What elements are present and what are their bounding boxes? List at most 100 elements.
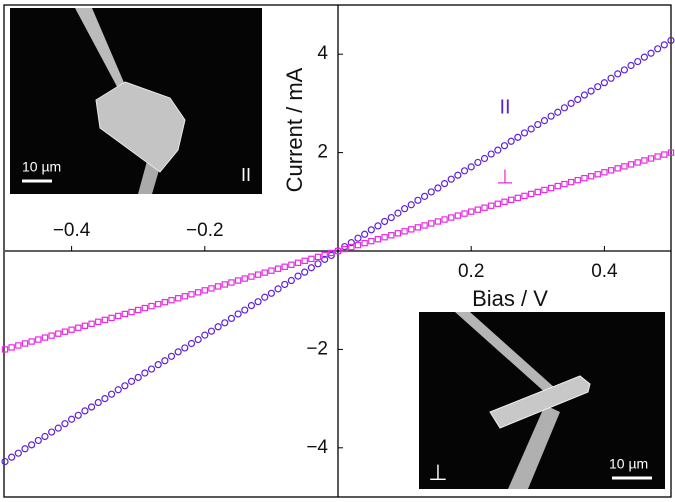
marker xyxy=(387,213,395,222)
marker xyxy=(261,293,269,301)
marker xyxy=(401,228,408,235)
marker xyxy=(167,352,176,360)
marker xyxy=(174,348,182,356)
marker xyxy=(281,263,288,270)
marker xyxy=(267,289,275,297)
marker xyxy=(480,154,489,163)
marker xyxy=(161,357,169,365)
marker xyxy=(374,235,382,243)
marker xyxy=(147,365,156,373)
scale-bar-label: 10 µm xyxy=(22,159,61,175)
marker xyxy=(547,184,555,192)
marker xyxy=(667,149,675,156)
marker xyxy=(294,259,302,267)
marker xyxy=(521,192,528,200)
marker xyxy=(241,275,248,282)
marker xyxy=(1,457,9,466)
marker xyxy=(314,253,322,261)
marker xyxy=(81,322,89,329)
x-axis-label: Bias / V xyxy=(472,286,548,311)
marker xyxy=(101,316,109,324)
marker xyxy=(348,243,355,251)
marker xyxy=(67,415,76,423)
marker xyxy=(194,289,202,296)
inset-parallel: 10 µm II xyxy=(10,8,262,194)
marker xyxy=(328,249,335,257)
marker xyxy=(580,91,589,99)
marker xyxy=(341,245,348,253)
x-tick-label: −0.4 xyxy=(53,220,91,241)
marker xyxy=(141,304,149,312)
marker xyxy=(634,159,641,166)
marker xyxy=(541,186,548,194)
marker xyxy=(440,179,449,188)
marker xyxy=(121,310,129,318)
marker xyxy=(468,208,475,215)
marker xyxy=(208,285,215,292)
marker xyxy=(194,335,202,344)
marker xyxy=(181,293,189,300)
marker xyxy=(321,251,328,259)
marker xyxy=(607,74,615,82)
marker xyxy=(448,214,455,221)
marker xyxy=(527,190,535,198)
marker xyxy=(408,226,415,233)
marker xyxy=(101,395,109,403)
marker xyxy=(661,151,668,158)
marker xyxy=(114,386,122,394)
y-tick-label: −2 xyxy=(306,338,328,359)
marker xyxy=(428,220,435,227)
marker xyxy=(35,336,42,343)
marker xyxy=(534,120,542,129)
marker xyxy=(368,237,375,245)
marker xyxy=(514,133,522,141)
marker xyxy=(141,369,149,377)
marker xyxy=(87,403,96,411)
marker xyxy=(361,239,368,247)
marker xyxy=(514,194,522,202)
marker xyxy=(28,338,35,345)
marker xyxy=(201,287,208,294)
marker xyxy=(221,281,228,288)
marker xyxy=(394,209,402,217)
marker xyxy=(560,104,569,112)
marker xyxy=(347,239,355,247)
marker xyxy=(134,373,142,382)
marker xyxy=(14,449,22,457)
marker xyxy=(567,178,575,186)
marker xyxy=(274,265,282,272)
marker xyxy=(228,279,235,286)
probe-needle xyxy=(508,405,560,489)
marker xyxy=(527,125,535,133)
marker xyxy=(640,53,648,61)
marker xyxy=(614,70,622,78)
crystal xyxy=(489,375,591,429)
marker xyxy=(188,291,195,298)
marker xyxy=(314,260,322,268)
marker xyxy=(554,108,562,116)
marker xyxy=(88,320,95,328)
y-tick-label: −4 xyxy=(306,437,328,458)
crystal xyxy=(95,81,186,173)
marker xyxy=(94,398,102,407)
marker xyxy=(181,344,189,352)
marker xyxy=(587,87,595,95)
marker xyxy=(660,41,668,49)
marker xyxy=(447,175,455,183)
y-axis-label: Current / mA xyxy=(282,67,307,192)
marker xyxy=(15,342,22,349)
marker xyxy=(361,230,369,238)
marker xyxy=(594,171,601,178)
marker xyxy=(407,201,415,209)
marker xyxy=(75,324,82,331)
marker xyxy=(354,241,362,249)
marker xyxy=(454,171,462,179)
marker xyxy=(115,312,122,320)
marker xyxy=(274,285,282,293)
marker xyxy=(287,276,295,285)
marker xyxy=(567,99,575,108)
marker xyxy=(135,306,142,314)
marker xyxy=(207,327,216,335)
marker xyxy=(647,49,655,57)
inset-label: ⊥ xyxy=(428,460,447,485)
